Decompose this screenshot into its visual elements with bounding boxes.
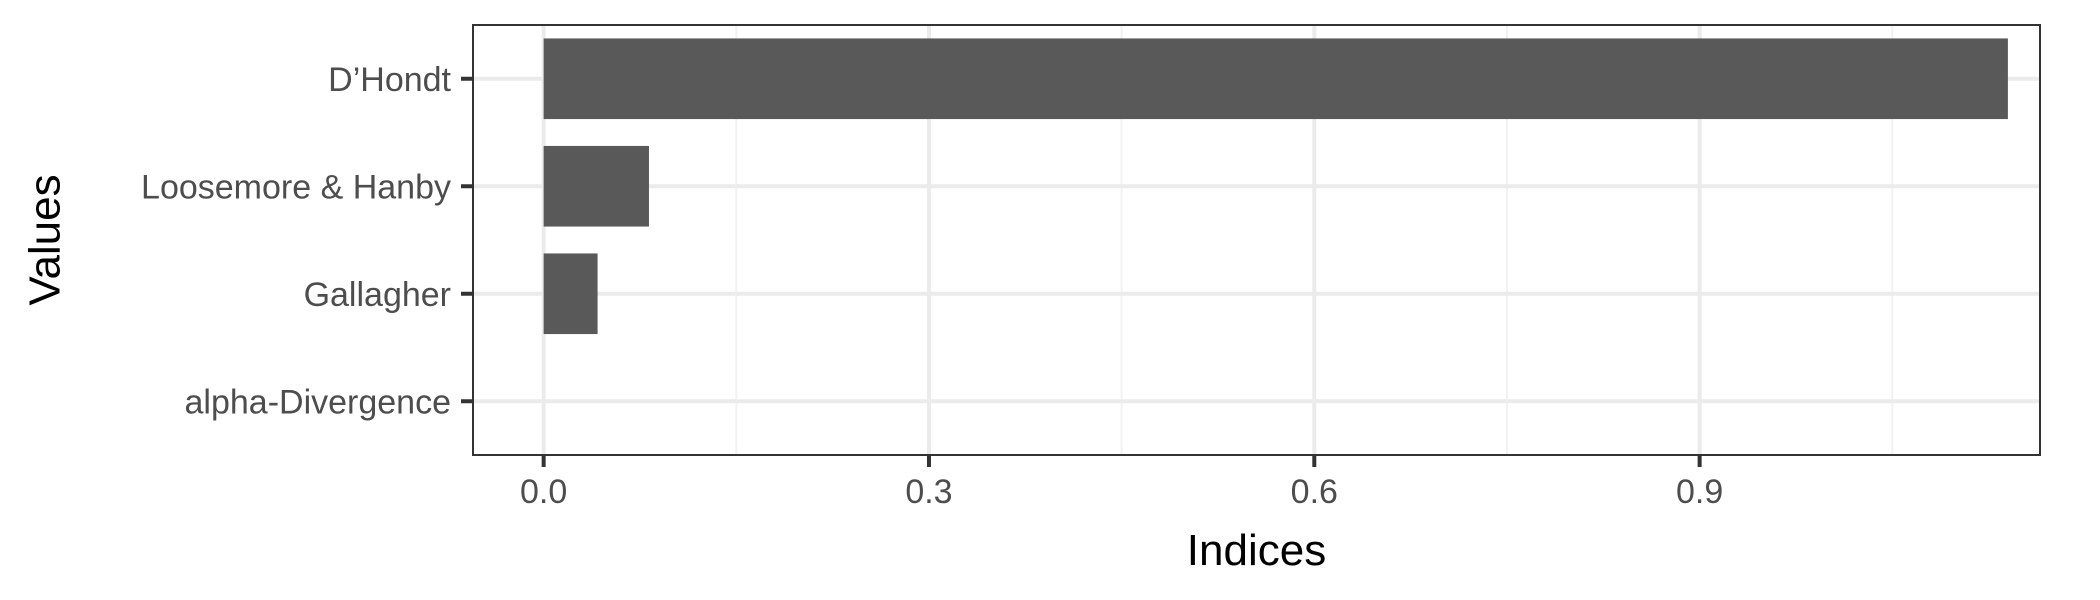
bar bbox=[543, 38, 2008, 120]
x-tick-label: 0.3 bbox=[905, 473, 952, 511]
bar bbox=[543, 253, 598, 335]
y-tick-label: Loosemore & Hanby bbox=[141, 168, 451, 206]
panel-border bbox=[472, 24, 2041, 456]
y-axis-title: Values bbox=[21, 174, 70, 305]
x-tick-label: 0.0 bbox=[520, 473, 567, 511]
x-tick-label: 0.9 bbox=[1676, 473, 1723, 511]
x-axis-title: Indices bbox=[1187, 526, 1326, 575]
y-tick-label: D’Hondt bbox=[328, 61, 451, 99]
x-tick-label: 0.6 bbox=[1291, 473, 1338, 511]
axis-layer: D’Hondt Loosemore & Hanby Gallagher alpha-D… bbox=[141, 61, 1723, 511]
bar-layer bbox=[543, 38, 2008, 335]
y-tick-label: alpha-Divergence bbox=[185, 383, 452, 421]
y-tick-label: Gallagher bbox=[304, 276, 451, 314]
bar bbox=[543, 145, 649, 227]
